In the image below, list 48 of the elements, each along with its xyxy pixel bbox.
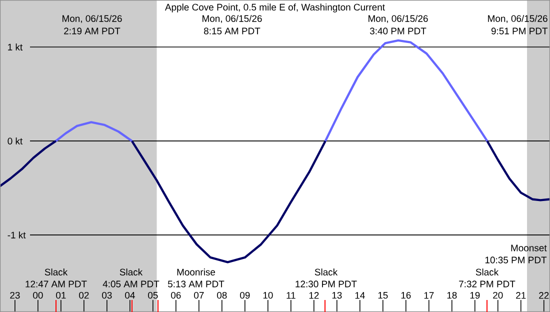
annotation: 3:40 PM PDT xyxy=(370,28,426,34)
x-tick-label: 11 xyxy=(286,292,296,299)
annotation: Slack xyxy=(120,268,143,276)
x-tick-label: 21 xyxy=(516,292,526,299)
annotation: 7:32 PM PDT xyxy=(459,280,516,288)
annotation: Mon, 06/15/26 xyxy=(488,14,548,24)
x-tick-label: 13 xyxy=(332,292,342,299)
annotation: 4:05 AM PDT xyxy=(102,280,160,288)
annotation: Mon, 06/15/26 xyxy=(368,14,428,24)
x-tick-label: 02 xyxy=(79,292,89,299)
x-tick-label: 06 xyxy=(171,292,181,299)
x-tick-label: 04 xyxy=(125,292,135,299)
x-tick-label: 09 xyxy=(240,292,250,299)
annotation: Moonrise xyxy=(177,268,216,276)
annotation: 2:19 AM PDT xyxy=(64,28,120,34)
x-tick-label: 03 xyxy=(102,292,112,299)
x-tick-label: 15 xyxy=(378,292,388,299)
annotation: 5:13 AM PDT xyxy=(168,280,224,288)
x-tick-label: 17 xyxy=(424,292,434,299)
x-tick-label: 08 xyxy=(217,292,227,299)
x-tick-label: 16 xyxy=(401,292,411,299)
annotation: Mon, 06/15/26 xyxy=(202,14,262,24)
x-tick-label: 00 xyxy=(33,292,43,299)
y-tick-label: 0 kt xyxy=(8,137,23,144)
x-tick-label: 19 xyxy=(470,292,480,299)
annotation: Moonset xyxy=(511,244,547,252)
x-tick-label: 05 xyxy=(148,292,158,299)
x-tick-label: 10 xyxy=(263,292,273,299)
annotation: Slack xyxy=(314,268,338,276)
annotation: Mon, 06/15/26 xyxy=(62,14,122,24)
x-tick-label: 20 xyxy=(493,292,503,299)
x-tick-label: 23 xyxy=(10,292,20,299)
annotation: Slack xyxy=(476,268,499,276)
annotation: 12:30 PM PDT xyxy=(296,280,357,288)
annotation: 10:35 PM PDT xyxy=(485,256,547,264)
x-tick-label: 18 xyxy=(447,292,457,299)
x-tick-label: 12 xyxy=(309,292,319,299)
chart-title: Apple Cove Point, 0.5 mile E of, Washington Current xyxy=(164,4,385,12)
annotation: 9:51 PM PDT xyxy=(491,28,548,34)
y-tick-label: -1 kt xyxy=(8,231,26,238)
x-tick-label: 01 xyxy=(56,292,66,299)
x-tick-label: 14 xyxy=(355,292,365,299)
annotation: 8:15 AM PDT xyxy=(204,28,260,34)
y-tick-label: 1 kt xyxy=(8,44,23,50)
annotation: 12:47 AM PDT xyxy=(26,280,87,288)
annotation: Slack xyxy=(44,268,68,276)
x-tick-label: 07 xyxy=(194,292,204,299)
x-tick-label: 22 xyxy=(539,292,549,299)
